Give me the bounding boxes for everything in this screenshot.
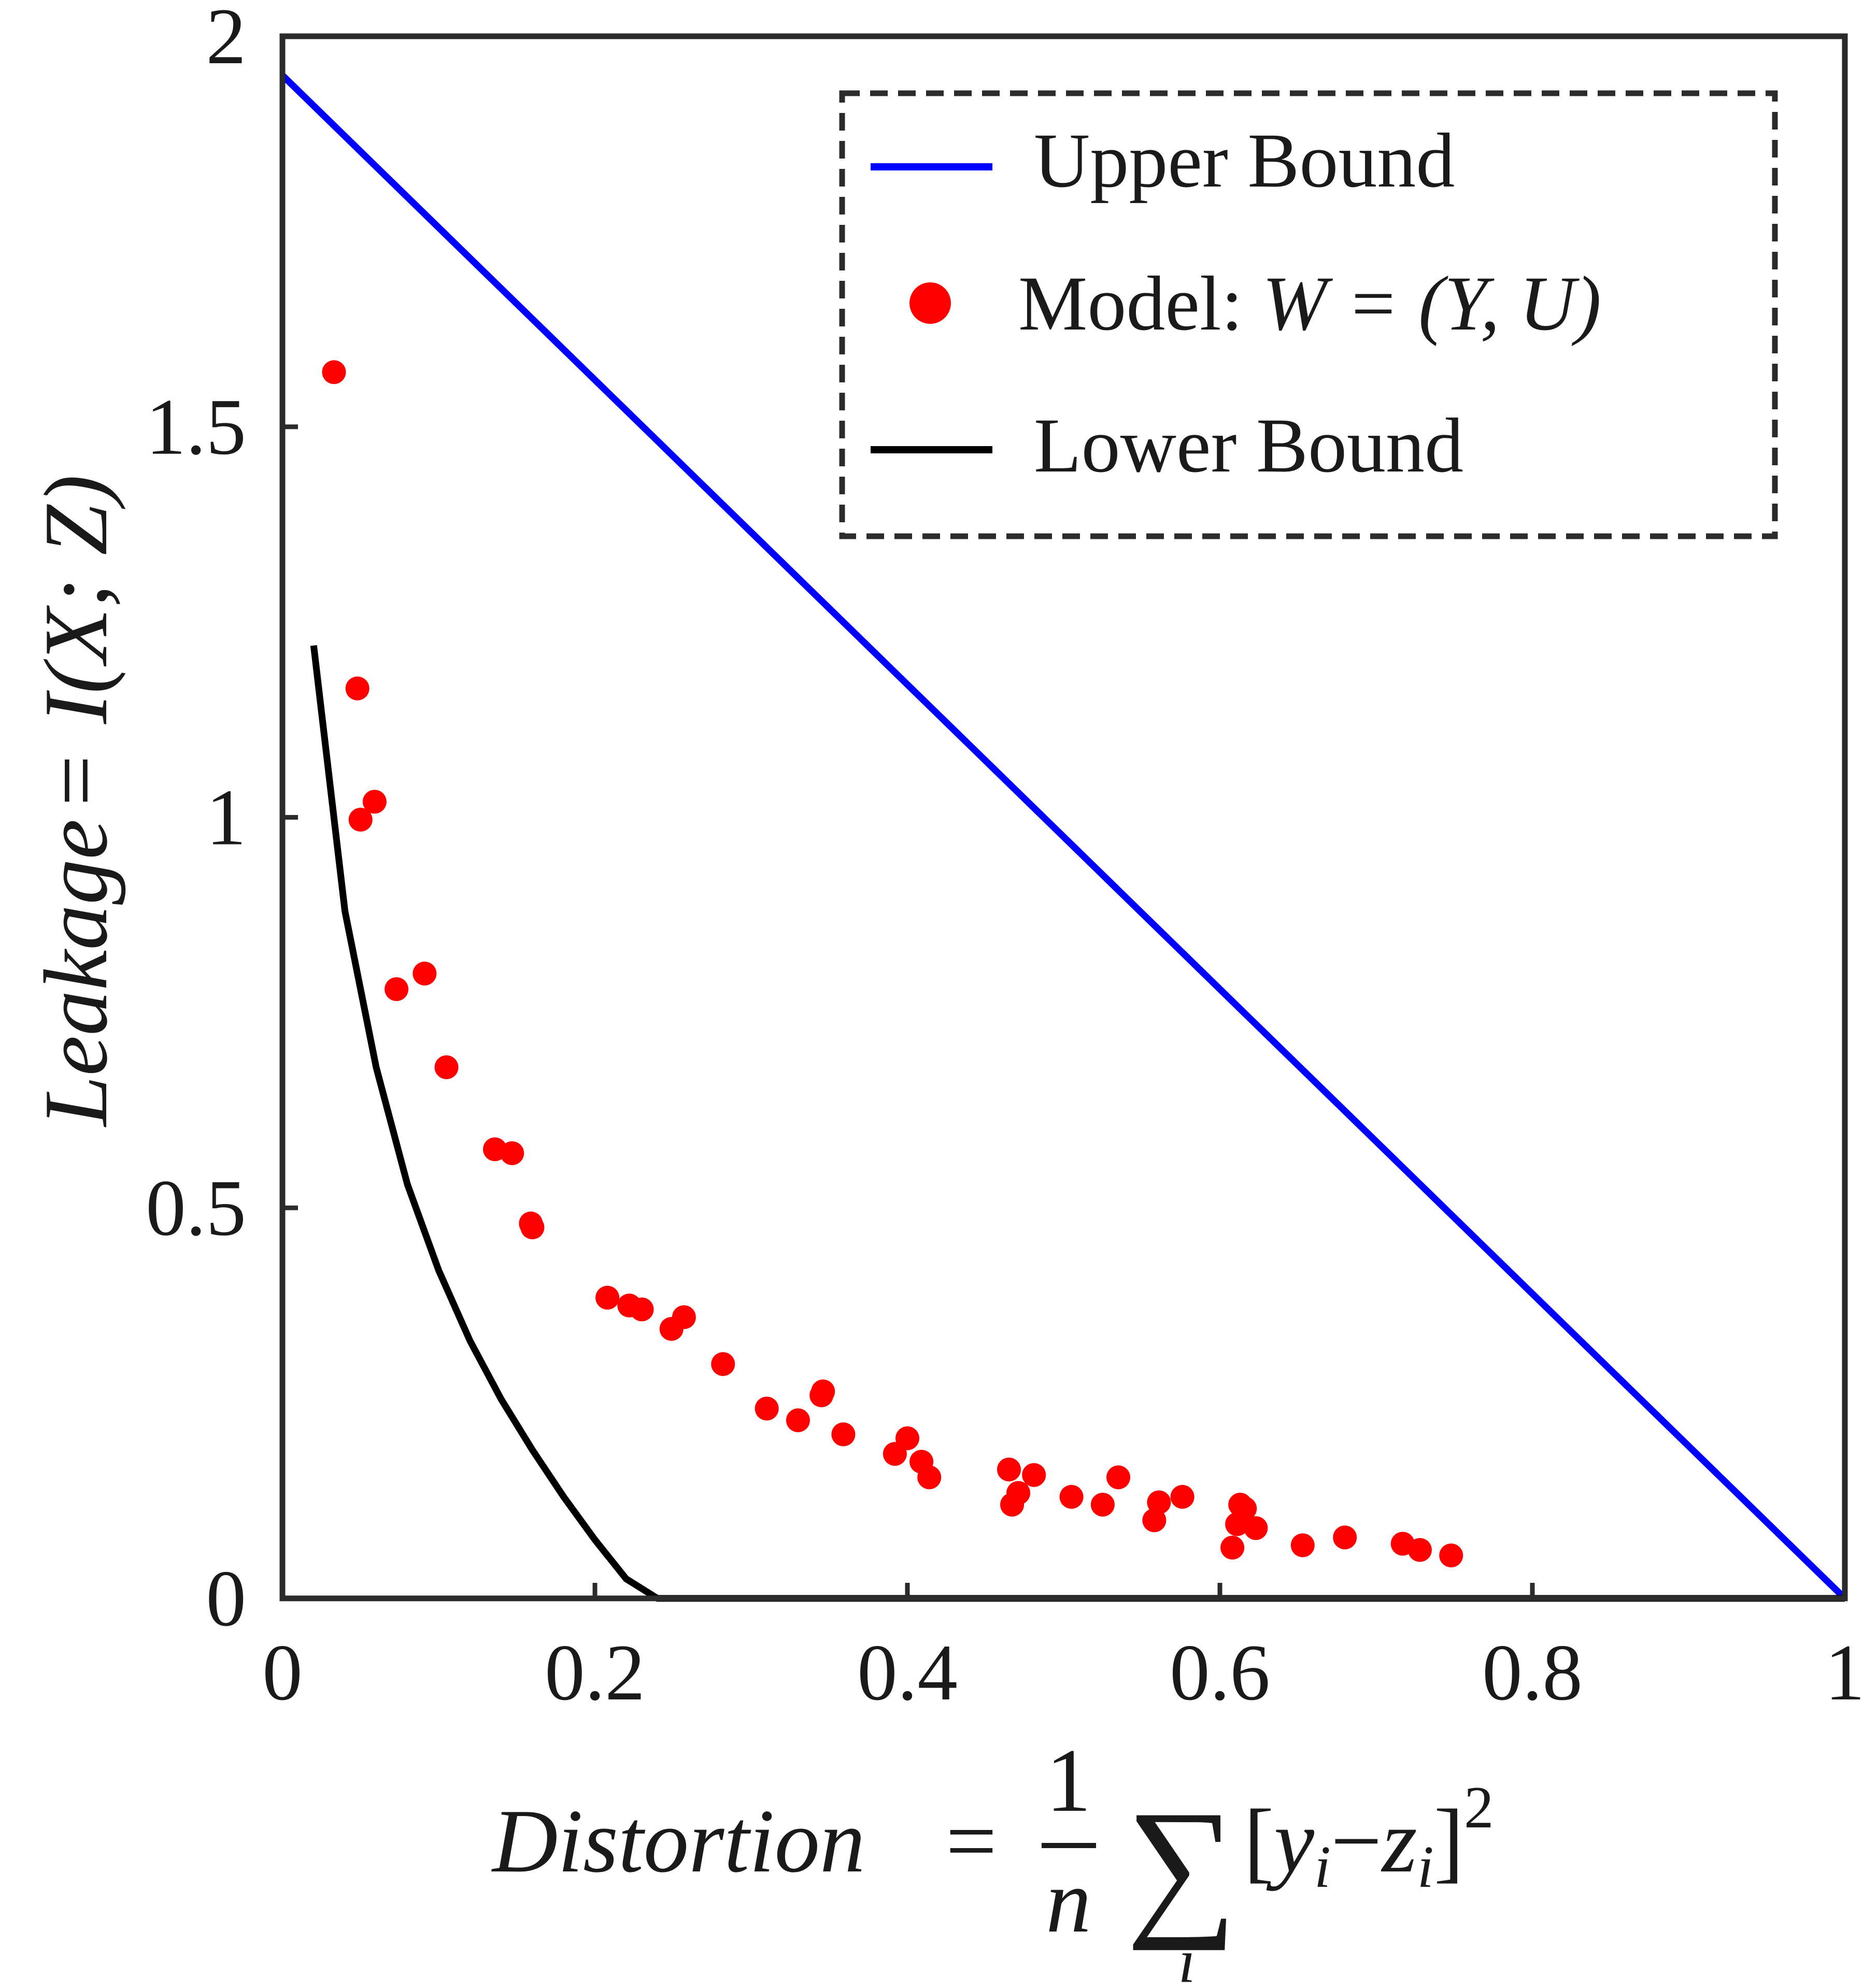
data-point bbox=[1407, 1538, 1432, 1562]
data-point bbox=[413, 962, 437, 985]
data-point bbox=[1106, 1465, 1131, 1490]
legend-model-label-text: Model: bbox=[1018, 261, 1262, 347]
x-tick-label: 0.4 bbox=[857, 1628, 958, 1717]
data-point bbox=[1170, 1485, 1194, 1509]
legend-model-label-math: W = (Y, U) bbox=[1262, 261, 1601, 347]
data-point bbox=[1244, 1516, 1268, 1540]
legend-lower-bound-label: Lower Bound bbox=[1034, 403, 1463, 489]
ticks-layer: 0 0.2 0.4 0.6 0.8 1 0 0.5 1 1.5 2 bbox=[146, 0, 1863, 1717]
data-point bbox=[322, 360, 346, 384]
data-point bbox=[1142, 1508, 1167, 1533]
legend-box bbox=[839, 90, 1778, 539]
data-point bbox=[831, 1422, 856, 1447]
x-axis-label-eq: = bbox=[946, 1791, 997, 1891]
data-point bbox=[1333, 1525, 1357, 1550]
data-point bbox=[1439, 1543, 1463, 1568]
data-point bbox=[1220, 1536, 1245, 1560]
x-axis-label-z-sub: i bbox=[1417, 1834, 1434, 1900]
y-tick-label: 1.5 bbox=[146, 382, 246, 471]
x-tick-label: 0.2 bbox=[545, 1628, 645, 1717]
data-point bbox=[630, 1297, 654, 1322]
data-point bbox=[434, 1055, 459, 1079]
x-tick-label: 0.8 bbox=[1482, 1628, 1583, 1717]
x-axis-label-y-sub: i bbox=[1314, 1834, 1331, 1900]
data-point bbox=[345, 676, 369, 700]
data-point bbox=[520, 1215, 545, 1239]
y-axis-label-lead: Leakage bbox=[25, 819, 126, 1128]
data-point bbox=[1147, 1490, 1171, 1514]
data-point bbox=[1006, 1481, 1031, 1505]
legend-model-marker bbox=[909, 282, 951, 324]
data-point bbox=[895, 1426, 919, 1450]
y-tick-label: 1 bbox=[206, 773, 247, 862]
x-axis-label-lead: Distortion bbox=[491, 1791, 865, 1891]
x-tick-label: 0 bbox=[262, 1628, 303, 1717]
data-point bbox=[1059, 1485, 1084, 1509]
data-point bbox=[500, 1141, 524, 1165]
data-point bbox=[1290, 1533, 1315, 1557]
x-axis-label-open: [ bbox=[1244, 1791, 1274, 1891]
data-point bbox=[811, 1379, 835, 1404]
data-point bbox=[755, 1396, 779, 1421]
data-point bbox=[997, 1457, 1021, 1482]
data-point bbox=[672, 1305, 696, 1329]
y-tick-label: 0 bbox=[206, 1554, 247, 1643]
data-point bbox=[385, 977, 409, 1002]
x-axis-label-frac-den: n bbox=[1046, 1851, 1091, 1951]
x-axis-label-sum: ∑ bbox=[1126, 1779, 1237, 1951]
x-axis-label-sum-index: i bbox=[1178, 1926, 1195, 1988]
y-axis-label-func: I bbox=[25, 690, 126, 724]
y-axis-label-eq: = bbox=[25, 755, 126, 806]
data-point bbox=[1233, 1496, 1257, 1521]
series-model-w-y-u bbox=[322, 360, 1463, 1568]
x-axis-label-frac-num: 1 bbox=[1046, 1730, 1091, 1830]
plot-frame bbox=[279, 33, 1848, 1601]
x-tick-label: 1 bbox=[1825, 1628, 1863, 1717]
x-axis-label-term: [yi−zi]2 bbox=[1244, 1775, 1494, 1900]
x-axis-label-y: y bbox=[1266, 1791, 1314, 1891]
y-axis-label-arg: (X; Z) bbox=[25, 475, 126, 694]
x-axis-label-z: z bbox=[1381, 1791, 1417, 1891]
data-point bbox=[786, 1408, 810, 1433]
data-point bbox=[1090, 1493, 1115, 1517]
y-tick-label: 2 bbox=[206, 0, 247, 81]
data-point bbox=[595, 1285, 620, 1310]
series-upper-bound bbox=[280, 73, 1847, 1601]
y-axis-label: Leakage = I(X; Z) bbox=[25, 475, 126, 1128]
data-point bbox=[362, 790, 387, 814]
series-layer bbox=[280, 73, 1847, 1602]
x-tick-label: 0.6 bbox=[1170, 1628, 1270, 1717]
legend: Upper Bound Model: W = (Y, U) Lower Boun… bbox=[839, 90, 1778, 539]
data-point bbox=[711, 1352, 735, 1376]
legend-upper-bound-label: Upper Bound bbox=[1034, 118, 1455, 204]
y-tick-label: 0.5 bbox=[146, 1163, 246, 1252]
data-point bbox=[1022, 1463, 1046, 1487]
legend-model-label: Model: W = (Y, U) bbox=[1018, 261, 1601, 347]
data-point bbox=[348, 808, 373, 832]
x-axis-label: Distortion = 1 n ∑ i [yi−zi]2 bbox=[491, 1730, 1494, 1988]
x-axis-label-minus: − bbox=[1331, 1791, 1382, 1891]
x-axis-label-power: 2 bbox=[1464, 1775, 1494, 1840]
x-axis-label-close: ] bbox=[1434, 1791, 1464, 1891]
data-point bbox=[917, 1465, 942, 1490]
